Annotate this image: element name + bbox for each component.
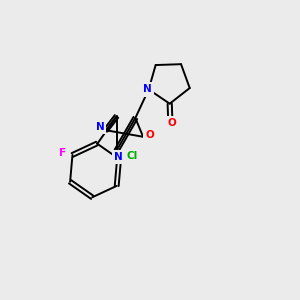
Text: Cl: Cl [126, 151, 137, 161]
Text: F: F [59, 148, 66, 158]
Text: O: O [167, 118, 176, 128]
Text: N: N [95, 122, 104, 132]
Text: N: N [114, 152, 122, 162]
Text: O: O [145, 130, 154, 140]
Text: N: N [143, 85, 152, 94]
